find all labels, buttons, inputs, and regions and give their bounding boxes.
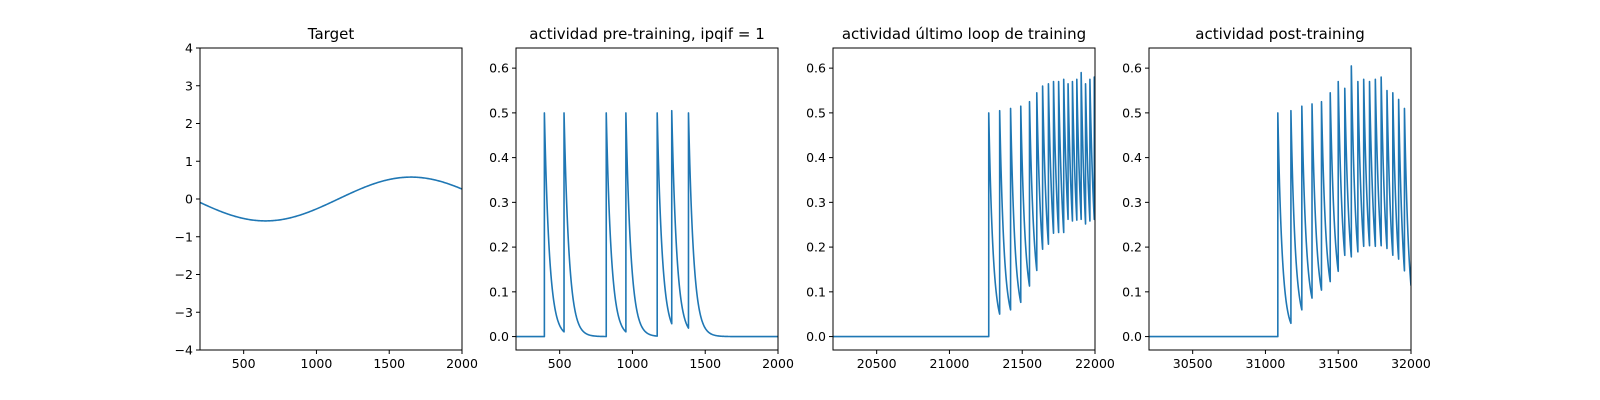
y-tick-label: 0.6	[489, 61, 509, 76]
x-tick-label: 1500	[373, 356, 405, 371]
y-tick-label: 1	[185, 154, 193, 169]
marks-layer: 500 1000 1500 2000 0.0 0.1 0.2 0.3 0.4 0.5 0.6	[489, 61, 794, 371]
y-tick-label: 0.3	[806, 195, 826, 210]
y-tick-label: 0	[185, 192, 193, 207]
marks-layer: 500 1000 1500 2000 −4 −3 −2 −1 0 1 2 3 4	[175, 41, 478, 372]
x-tick-label: 1000	[301, 356, 333, 371]
y-tick-label: −4	[175, 343, 193, 358]
y-tick-label: 0.5	[489, 105, 509, 120]
y-tick-label: 0.1	[489, 284, 509, 299]
series-line	[1149, 65, 1411, 338]
y-tick-label: 0.2	[1122, 240, 1142, 255]
x-tick-label: 21500	[1002, 356, 1042, 371]
axes-frame	[199, 47, 463, 351]
y-tick-label: 0.2	[489, 240, 509, 255]
panel-post-training: actividad post-training 30500 31000 31500 3…	[1122, 25, 1431, 371]
panel-title: actividad post-training	[1195, 25, 1364, 43]
y-tick-label: −1	[175, 229, 193, 244]
y-tick-label: −3	[175, 305, 193, 320]
panel-title: Target	[307, 25, 355, 43]
y-tick-label: 0.3	[1122, 195, 1142, 210]
y-tick-label: 0.5	[806, 105, 826, 120]
y-tick-label: 0.6	[806, 61, 826, 76]
panel-last-training-loop: actividad último loop de training 20500 2…	[806, 25, 1115, 371]
y-tick-label: 0.0	[806, 329, 826, 344]
y-tick-label: 0.1	[1122, 284, 1142, 299]
panel-target: Target 500 1000 1500 2000 −4 −3 −2 −1 0 1 2 3 4	[175, 25, 478, 371]
y-tick-label: 0.5	[1122, 105, 1142, 120]
y-tick-label: 0.0	[489, 329, 509, 344]
y-tick-label: 0.2	[806, 240, 826, 255]
x-tick-label: 2000	[446, 356, 478, 371]
axes-frame	[832, 47, 1096, 351]
y-tick-label: 3	[185, 78, 193, 93]
marks-layer: 20500 21000 21500 22000 0.0 0.1 0.2 0.3 0.4 0.5 0.…	[806, 61, 1115, 371]
x-tick-label: 32000	[1391, 356, 1431, 371]
x-tick-label: 30500	[1173, 356, 1213, 371]
y-tick-label: 0.0	[1122, 329, 1142, 344]
x-tick-label: 20500	[857, 356, 897, 371]
y-tick-label: 4	[185, 41, 193, 56]
x-tick-label: 22000	[1075, 356, 1115, 371]
y-tick-label: 2	[185, 116, 193, 131]
panel-pre-training: actividad pre-training, ipqif = 1 500 100…	[489, 25, 794, 371]
x-tick-label: 31500	[1318, 356, 1358, 371]
y-tick-label: 0.1	[806, 284, 826, 299]
y-tick-label: 0.4	[489, 150, 509, 165]
y-tick-label: 0.4	[806, 150, 826, 165]
marks-layer: 30500 31000 31500 32000 0.0 0.1 0.2 0.3 0.4 0.5 0.…	[1122, 61, 1431, 371]
series-line	[200, 176, 462, 222]
y-tick-label: 0.3	[489, 195, 509, 210]
panel-title: actividad último loop de training	[842, 25, 1086, 43]
axes-frame	[1148, 47, 1412, 351]
y-tick-label: 0.6	[1122, 61, 1142, 76]
x-tick-label: 500	[232, 356, 256, 371]
x-tick-label: 500	[548, 356, 572, 371]
y-tick-label: −2	[175, 267, 193, 282]
x-tick-label: 1000	[617, 356, 649, 371]
y-tick-label: 0.4	[1122, 150, 1142, 165]
x-tick-label: 21000	[930, 356, 970, 371]
series-line	[833, 71, 1095, 338]
axes-frame	[515, 47, 779, 351]
x-tick-label: 1500	[689, 356, 721, 371]
x-tick-label: 31000	[1246, 356, 1286, 371]
panel-title: actividad pre-training, ipqif = 1	[529, 25, 765, 43]
series-line	[516, 109, 778, 338]
x-tick-label: 2000	[762, 356, 794, 371]
